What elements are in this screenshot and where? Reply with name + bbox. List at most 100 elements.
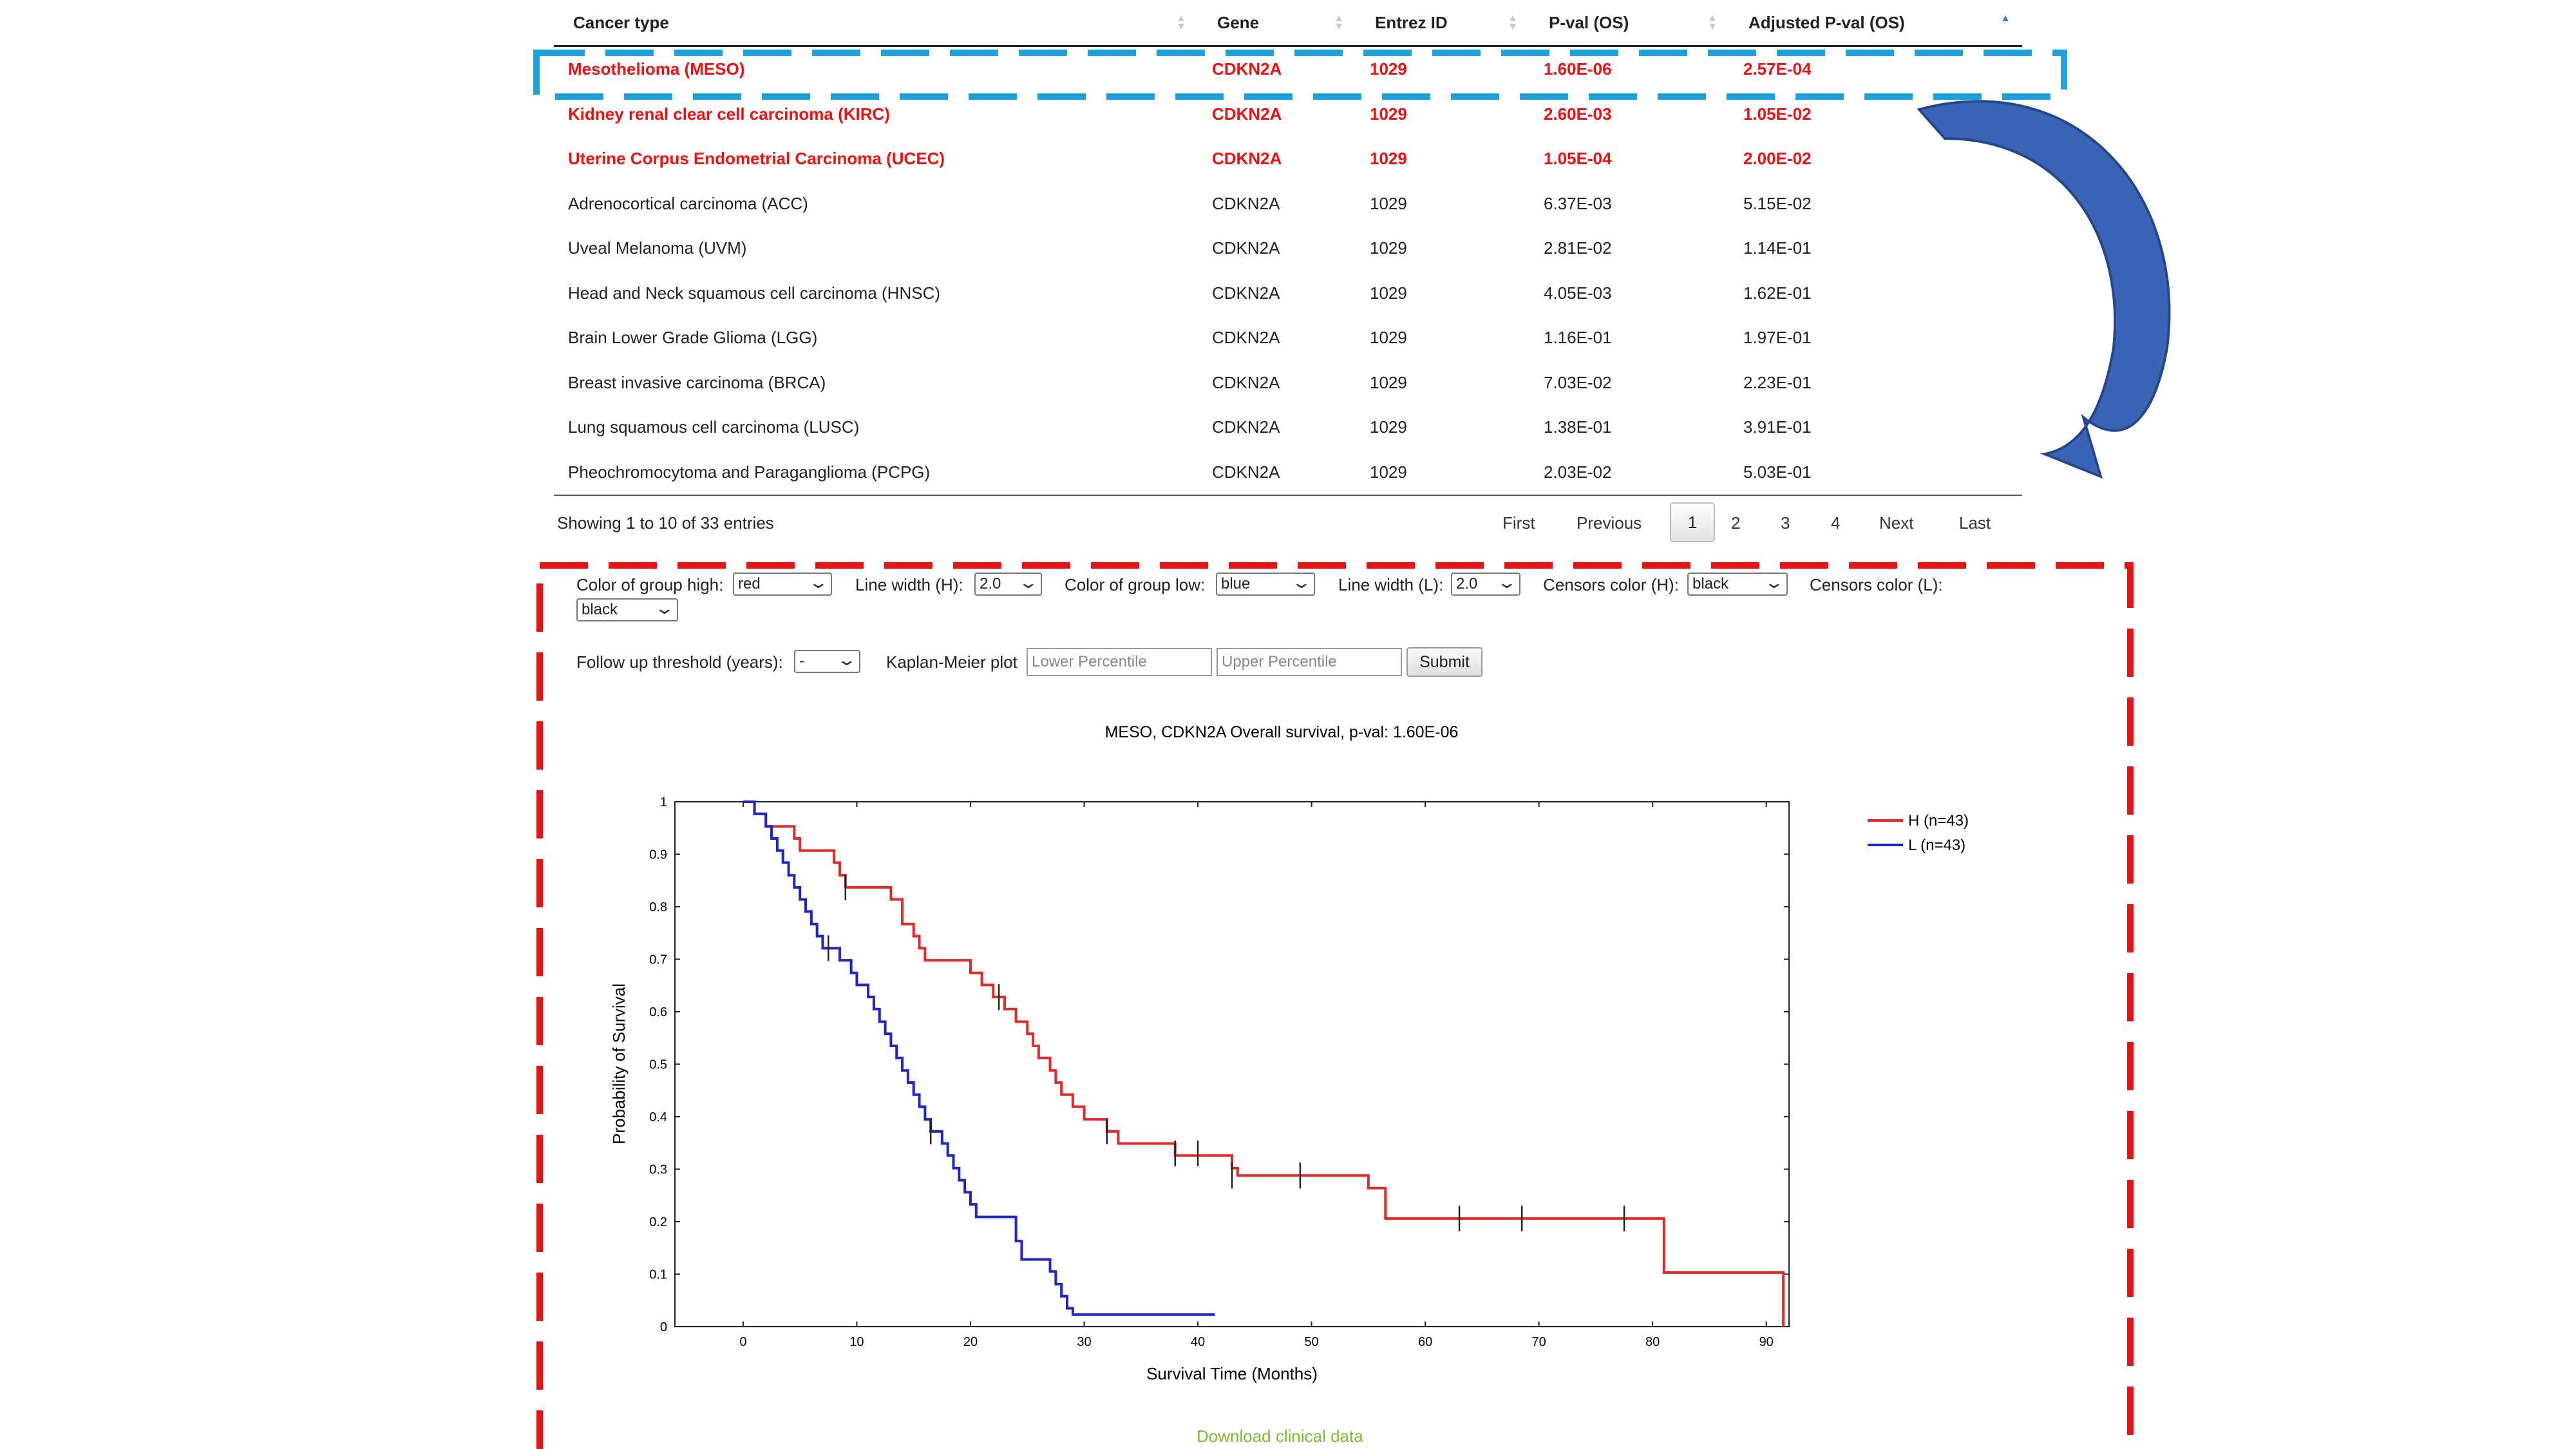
y-tick-label: 0.9 (649, 848, 667, 862)
x-tick-label: 50 (1304, 1335, 1318, 1349)
censors-l-select[interactable]: black ⌄ (576, 598, 678, 621)
cell-pval: 4.05E-03 (1544, 283, 1612, 303)
table-row[interactable]: Adrenocortical carcinoma (ACC) CDKN2A 10… (554, 182, 2022, 227)
table-row[interactable]: Uterine Corpus Endometrial Carcinoma (UC… (554, 137, 2022, 182)
cell-pval: 1.60E-06 (1544, 59, 1612, 79)
table-row[interactable]: Head and Neck squamous cell carcinoma (H… (554, 271, 2022, 316)
col-header-entrez-id[interactable]: Entrez ID ▲ ▼ (1356, 0, 1530, 47)
table-row[interactable]: Uveal Melanoma (UVM) CDKN2A 1029 2.81E-0… (554, 226, 2022, 271)
lower-percentile-input[interactable]: Lower Percentile (1027, 648, 1212, 676)
table-header-row: Cancer type ▲ ▼ Gene ▲ ▼ Entrez ID ▲ ▼ P-val (… (554, 0, 2022, 47)
cell-entrez-id: 1029 (1370, 238, 1407, 258)
x-tick-label: 90 (1759, 1335, 1774, 1349)
km-survival-chart: MESO, CDKN2A Overall survival, p-val: 1.… (609, 723, 1969, 1383)
series-layer (743, 800, 1785, 1327)
table-row[interactable]: Brain Lower Grade Glioma (LGG) CDKN2A 10… (554, 316, 2022, 361)
table-row[interactable]: Kidney renal clear cell carcinoma (KIRC)… (554, 92, 2022, 137)
chevron-down-icon: ⌄ (1763, 573, 1785, 592)
pagination-page-3[interactable]: 3 (1781, 513, 1790, 533)
cell-cancer-type: Uveal Melanoma (UVM) (568, 238, 747, 258)
line-width-l-label: Line width (L): (1338, 575, 1444, 594)
plot-frame (674, 801, 1790, 1327)
cell-entrez-id: 1029 (1370, 149, 1407, 169)
sort-icon: ▲ ▼ (1334, 13, 1344, 32)
cell-gene: CDKN2A (1212, 283, 1280, 303)
color-high-select[interactable]: red ⌄ (733, 573, 832, 596)
cell-pval: 2.03E-02 (1530, 450, 1729, 496)
table-row-highlight-box (533, 50, 2067, 100)
pagination-page-4[interactable]: 4 (1831, 513, 1841, 533)
pagination-next[interactable]: Next (1879, 513, 1914, 533)
followup-value: - (799, 652, 804, 670)
cell-entrez-id: 1029 (1370, 104, 1407, 124)
table-row[interactable]: Pheochromocytoma and Paraganglioma (PCPG… (554, 450, 2022, 496)
sort-icon: ▲ ▼ (1707, 13, 1718, 32)
pagination-page-1[interactable]: 1 (1670, 502, 1715, 542)
cell-pval: 2.60E-03 (1544, 104, 1612, 124)
pagination-page-2[interactable]: 2 (1731, 513, 1741, 533)
submit-button[interactable]: Submit (1406, 647, 1482, 677)
y-tick-label: 0.6 (649, 1005, 667, 1019)
curved-arrow-icon (1917, 100, 2171, 479)
cell-entrez-id: 1029 (1356, 450, 1530, 496)
pagination-last[interactable]: Last (1959, 513, 1991, 533)
line-width-h-select[interactable]: 2.0 ⌄ (974, 573, 1042, 596)
y-tick-label: 1 (660, 795, 667, 810)
legend-label-high: H (n=43) (1908, 812, 1969, 829)
chevron-down-icon: ⌄ (808, 573, 829, 592)
cell-entrez-id: 1029 (1370, 283, 1407, 303)
col-header-adj-pval[interactable]: Adjusted P-val (OS) ▲ (1729, 0, 2022, 47)
table-row[interactable]: Breast invasive carcinoma (BRCA) CDKN2A … (554, 361, 2022, 406)
table-row[interactable]: Mesothelioma (MESO) CDKN2A 1029 1.60E-06… (554, 46, 2022, 92)
line-width-h-value: 2.0 (980, 575, 1001, 592)
chevron-down-icon: ⌄ (836, 650, 858, 669)
cell-entrez-id: 1029 (1370, 59, 1407, 79)
table-info-text: Showing 1 to 10 of 33 entries (557, 513, 774, 533)
km-plot-label: Kaplan-Meier plot (886, 652, 1018, 672)
cell-gene: CDKN2A (1212, 59, 1282, 79)
cell-adj-pval: 5.15E-02 (1743, 193, 1812, 213)
sort-asc-icon: ▲ (2000, 13, 2011, 24)
legend-label-low: L (n=43) (1908, 837, 1965, 854)
line-width-l-select[interactable]: 2.0 ⌄ (1451, 573, 1520, 596)
cell-pval: 6.37E-03 (1544, 193, 1612, 213)
followup-select[interactable]: - ⌄ (794, 650, 860, 673)
cell-cancer-type: Pheochromocytoma and Paraganglioma (PCPG… (554, 450, 1198, 496)
x-tick-label: 60 (1418, 1335, 1432, 1349)
line-width-h-label: Line width (H): (855, 575, 963, 594)
pagination-first[interactable]: First (1502, 513, 1535, 533)
sort-icon: ▲ ▼ (1508, 13, 1518, 32)
cell-gene: CDKN2A (1198, 450, 1356, 496)
pagination-previous[interactable]: Previous (1577, 513, 1642, 533)
cell-pval: 1.38E-01 (1544, 417, 1612, 437)
upper-percentile-input[interactable]: Upper Percentile (1217, 648, 1402, 676)
col-header-cancer-type[interactable]: Cancer type ▲ ▼ (554, 0, 1198, 47)
sort-icon: ▲ ▼ (1176, 13, 1186, 32)
cell-pval: 1.16E-01 (1544, 328, 1612, 348)
chart-title: MESO, CDKN2A Overall survival, p-val: 1.… (1105, 723, 1459, 741)
y-tick-label: 0.5 (649, 1058, 667, 1072)
cell-cancer-type: Lung squamous cell carcinoma (LUSC) (568, 417, 860, 437)
censors-h-value: black (1692, 575, 1729, 592)
cell-entrez-id: 1029 (1370, 193, 1407, 213)
table-row[interactable]: Lung squamous cell carcinoma (LUSC) CDKN… (554, 405, 2022, 450)
cell-cancer-type: Uterine Corpus Endometrial Carcinoma (UC… (568, 149, 945, 169)
cell-gene: CDKN2A (1212, 104, 1282, 124)
col-header-gene[interactable]: Gene ▲ ▼ (1198, 0, 1356, 47)
chevron-down-icon: ⌄ (1291, 573, 1312, 592)
cell-gene: CDKN2A (1212, 328, 1280, 348)
cell-gene: CDKN2A (1212, 417, 1280, 437)
download-clinical-data-link[interactable]: Download clinical data (1197, 1426, 1363, 1446)
x-tick-label: 80 (1645, 1335, 1660, 1349)
censors-h-select[interactable]: black ⌄ (1687, 573, 1788, 596)
cell-cancer-type: Brain Lower Grade Glioma (LGG) (568, 328, 818, 348)
color-high-label: Color of group high: (576, 575, 724, 594)
cell-gene: CDKN2A (1212, 238, 1280, 258)
col-header-pval[interactable]: P-val (OS) ▲ ▼ (1530, 0, 1729, 47)
cell-gene: CDKN2A (1212, 193, 1280, 213)
cell-adj-pval: 5.03E-01 (1729, 450, 2022, 496)
y-tick-label: 0.7 (649, 953, 667, 967)
color-low-select[interactable]: blue ⌄ (1216, 573, 1315, 596)
y-tick-label: 0.8 (649, 900, 667, 914)
color-low-label: Color of group low: (1065, 575, 1206, 594)
